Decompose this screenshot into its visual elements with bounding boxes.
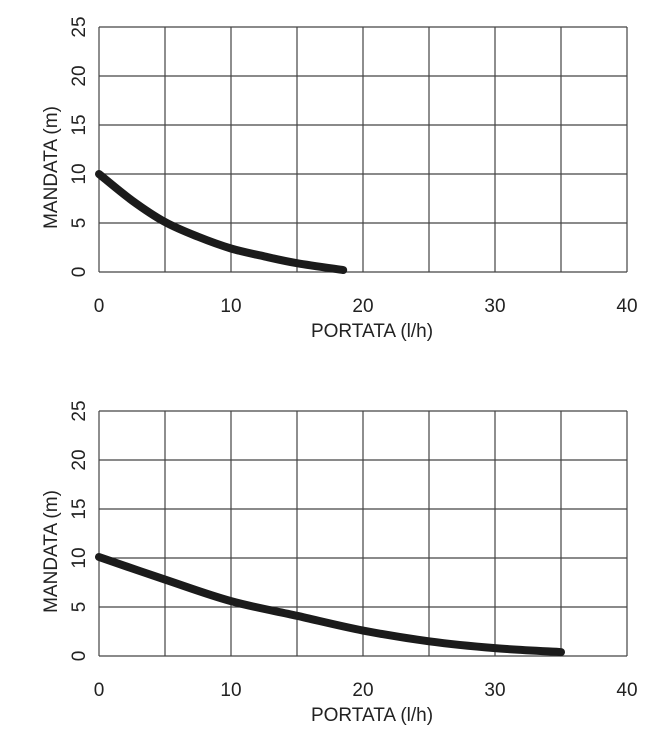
x-tick-label: 0 xyxy=(94,296,105,317)
series-line xyxy=(95,170,348,275)
y-tick-label: 20 xyxy=(69,65,90,86)
x-tick-label: 20 xyxy=(352,680,373,701)
y-tick-label: 10 xyxy=(69,547,90,568)
y-tick-label: 5 xyxy=(69,218,90,229)
x-tick-label: 10 xyxy=(220,680,241,701)
x-tick-label: 40 xyxy=(616,296,637,317)
y-tick-label: 20 xyxy=(69,449,90,470)
y-axis-label: MANDATA (m) xyxy=(41,106,62,229)
y-tick-label: 25 xyxy=(69,400,90,421)
y-tick-label: 25 xyxy=(69,16,90,37)
y-tick-label: 15 xyxy=(69,498,90,519)
chart-2: 0 10 20 30 40 0 5 10 15 20 25 PORTATA (l/h) MANDATA … xyxy=(41,400,638,726)
x-tick-label: 20 xyxy=(352,296,373,317)
x-tick-label: 10 xyxy=(220,296,241,317)
x-tick-label: 0 xyxy=(94,680,105,701)
y-axis-label: MANDATA (m) xyxy=(41,490,62,613)
y-tick-label: 15 xyxy=(69,114,90,135)
y-tick-label: 10 xyxy=(69,163,90,184)
x-axis-label: PORTATA (l/h) xyxy=(311,705,433,726)
chart-1: 0 10 20 30 40 0 5 10 15 20 25 PORTATA (l/h) MANDATA … xyxy=(41,16,638,342)
x-tick-label: 40 xyxy=(616,680,637,701)
series-line xyxy=(95,553,565,657)
y-tick-label: 5 xyxy=(69,602,90,613)
y-tick-label: 0 xyxy=(69,651,90,662)
y-tick-label: 0 xyxy=(69,267,90,278)
x-axis-label: PORTATA (l/h) xyxy=(311,321,433,342)
x-tick-label: 30 xyxy=(484,680,505,701)
x-tick-label: 30 xyxy=(484,296,505,317)
